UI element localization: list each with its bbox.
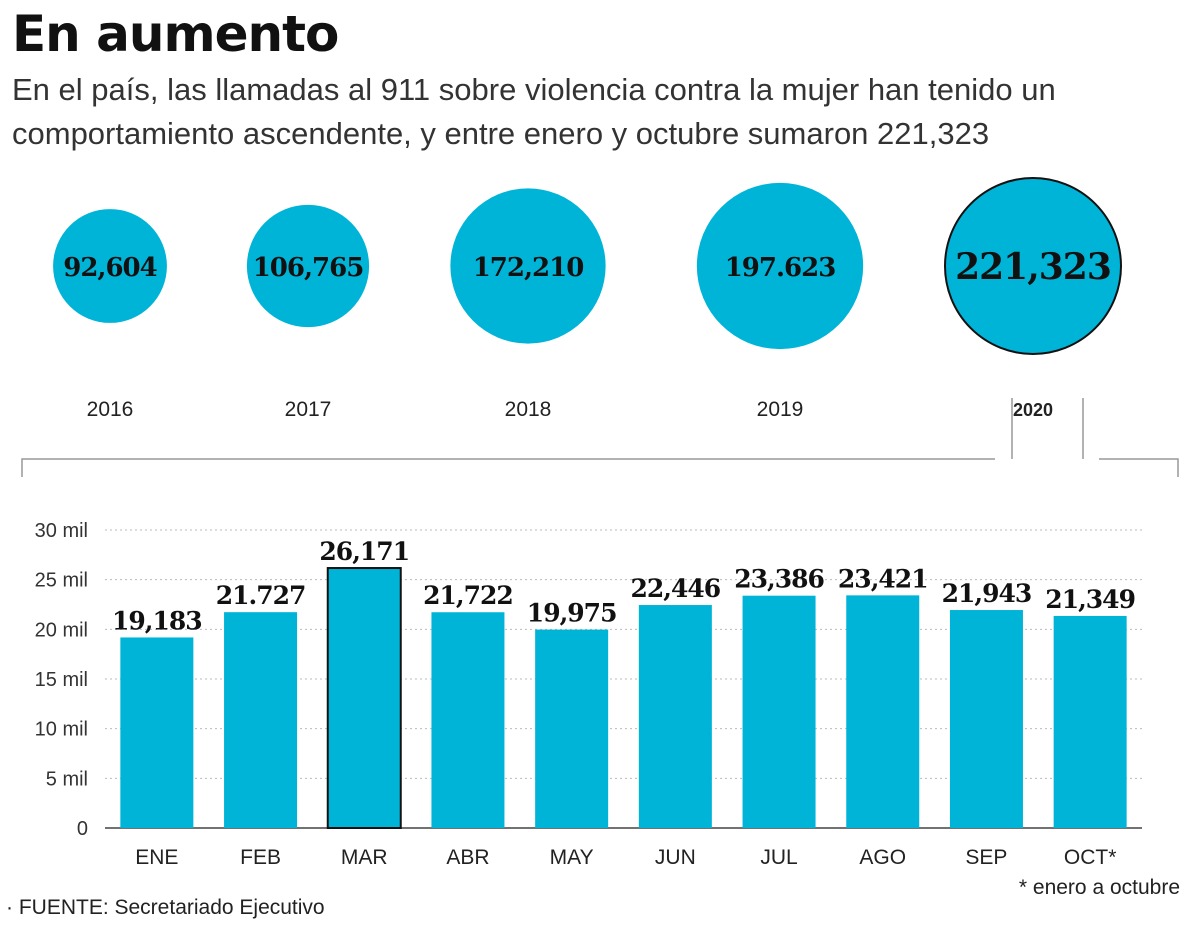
y-tick-label: 30 mil — [35, 520, 88, 542]
bar-value-label: 22,446 — [631, 574, 721, 603]
x-tick-label: SEP — [965, 846, 1007, 869]
year-labels: 2016 2017 2018 2019 2020 — [87, 398, 1053, 421]
bar-ABR — [431, 612, 505, 828]
bracket-right — [1099, 458, 1179, 477]
bubble-2020 — [944, 177, 1122, 355]
x-tick-label: OCT* — [1064, 846, 1117, 869]
bracket-left — [21, 458, 995, 477]
bar-value-label: 21,943 — [942, 579, 1032, 608]
bubble-value-label: 92,604 — [63, 253, 157, 283]
source-note: · FUENTE: Secretariado Ejecutivo — [6, 896, 325, 919]
bar-value-label: 23,386 — [734, 565, 824, 594]
x-tick-label: ENE — [135, 846, 178, 869]
bar-AGO — [846, 595, 920, 828]
y-tick-label: 5 mil — [46, 768, 88, 790]
year-label: 2018 — [505, 398, 552, 421]
chart-subtitle: En el país, las llamadas al 911 sobre vi… — [12, 72, 1056, 151]
bubble-value-label: 106,765 — [253, 253, 364, 283]
x-tick-label: JUN — [655, 846, 696, 869]
bar-OCT* — [1053, 615, 1127, 828]
bubble-2016 — [53, 209, 167, 323]
bubble-2017 — [246, 204, 370, 328]
y-tick-label: 10 mil — [35, 719, 88, 741]
year-2020-bracket — [21, 398, 1179, 477]
bar-MAR — [326, 567, 402, 829]
chart-title: En aumento — [12, 5, 339, 63]
bar-value-label: 23,421 — [838, 564, 928, 593]
y-axis-ticks: 0 5 mil 10 mil 15 mil 20 mil 25 mil 30 mil — [35, 520, 88, 840]
bubble-value-label: 197.623 — [725, 253, 836, 283]
x-tick-label: FEB — [240, 846, 281, 869]
bar-value-label: 26,171 — [319, 537, 409, 566]
bar-value-label: 21.727 — [216, 581, 306, 610]
x-tick-label: JUL — [760, 846, 797, 869]
x-tick-label: MAY — [550, 846, 594, 869]
bar-ENE — [120, 637, 194, 828]
monthly-bars — [120, 567, 1127, 829]
bar-FEB — [224, 612, 298, 828]
y-tick-label: 0 — [77, 818, 88, 840]
bubble-2019 — [696, 182, 864, 350]
bar-value-labels: 19,183 21.727 26,171 21,722 19,975 22,446 23,3… — [112, 537, 1136, 635]
bubble-value-label: 221,323 — [955, 246, 1111, 288]
y-tick-label: 15 mil — [35, 669, 88, 691]
year-label: 2019 — [757, 398, 804, 421]
bubble-2018 — [450, 188, 606, 344]
bar-value-label: 19,183 — [112, 606, 202, 635]
y-tick-label: 25 mil — [35, 570, 88, 592]
x-tick-label: MAR — [341, 846, 388, 869]
bubble-value-label: 172,210 — [473, 253, 584, 283]
year-label: 2017 — [285, 398, 332, 421]
x-axis-ticks: ENE FEB MAR ABR MAY JUN JUL AGO SEP OCT* — [135, 846, 1116, 869]
year-label: 2016 — [87, 398, 134, 421]
year-label: 2020 — [1013, 400, 1053, 420]
x-tick-label: ABR — [446, 846, 489, 869]
bar-value-label: 19,975 — [527, 599, 617, 628]
footnote: * enero a octubre — [1018, 876, 1180, 899]
x-tick-label: AGO — [859, 846, 906, 869]
bar-SEP — [949, 610, 1023, 828]
annual-bubbles: 92,604 106,765 172,210 197.623 221,323 — [53, 177, 1122, 355]
bar-MAY — [535, 629, 609, 828]
bar-value-label: 21,722 — [423, 581, 513, 610]
bar-JUL — [742, 595, 816, 828]
bar-value-label: 21,349 — [1045, 585, 1135, 614]
y-tick-label: 20 mil — [35, 619, 88, 641]
bar-JUN — [638, 605, 712, 828]
